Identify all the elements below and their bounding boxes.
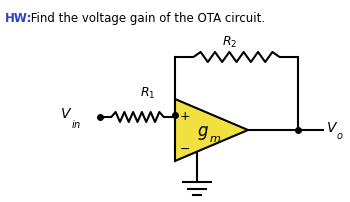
Polygon shape — [175, 100, 248, 161]
Text: $g$: $g$ — [197, 123, 209, 141]
Text: $o$: $o$ — [336, 130, 343, 140]
Text: $R_1$: $R_1$ — [140, 85, 156, 100]
Text: $V$: $V$ — [60, 106, 72, 120]
Text: $R_2$: $R_2$ — [222, 34, 238, 49]
Text: $+$: $+$ — [179, 109, 191, 122]
Text: $-$: $-$ — [180, 141, 190, 154]
Text: $m$: $m$ — [209, 133, 221, 143]
Text: Find the voltage gain of the OTA circuit.: Find the voltage gain of the OTA circuit… — [27, 12, 265, 25]
Text: $\mathit{in}$: $\mathit{in}$ — [71, 117, 81, 129]
Text: $V$: $V$ — [326, 120, 338, 134]
Text: HW:: HW: — [5, 12, 32, 25]
